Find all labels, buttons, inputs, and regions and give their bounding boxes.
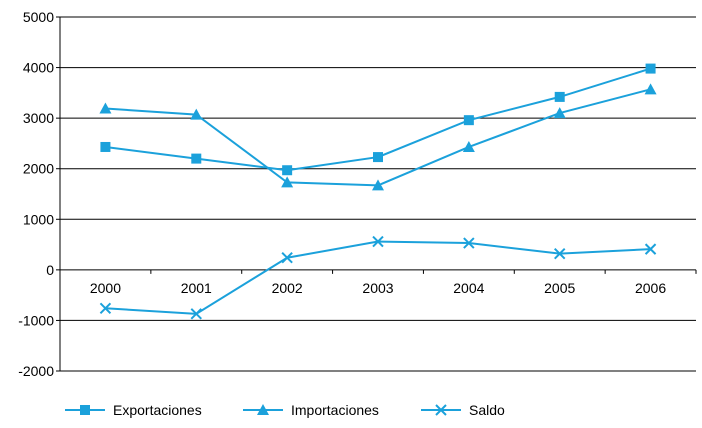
- data-point-importaciones: [462, 140, 475, 152]
- y-tick-label: 4000: [23, 60, 54, 76]
- legend-marker: [257, 404, 269, 415]
- y-tick-label: -1000: [18, 312, 54, 328]
- data-point-saldo: [99, 302, 112, 314]
- y-tick-label: 3000: [23, 110, 54, 126]
- series-exportaciones: [100, 63, 656, 176]
- x-tick-label: 2001: [181, 280, 212, 296]
- x-tick-label: 2006: [635, 280, 666, 296]
- data-point-saldo: [644, 243, 657, 255]
- data-point-importaciones: [644, 83, 657, 95]
- data-point-exportaciones: [282, 165, 293, 176]
- legend-label: Saldo: [469, 402, 505, 418]
- x-tick-labels: 2000 2001 2002 2003 2004 2005 2006: [90, 280, 667, 296]
- data-point-exportaciones: [463, 115, 474, 126]
- y-tick-label: 2000: [23, 161, 54, 177]
- data-point-importaciones: [190, 108, 203, 120]
- legend-item-importaciones: Importaciones: [243, 402, 379, 418]
- legend: Exportaciones Importaciones Saldo: [65, 402, 505, 418]
- y-tick-label: 0: [46, 262, 54, 278]
- y-tick-label: 5000: [23, 9, 54, 25]
- x-tick-label: 2002: [272, 280, 303, 296]
- data-point-exportaciones: [373, 152, 383, 163]
- data-point-importaciones: [553, 107, 566, 119]
- legend-item-saldo: Saldo: [421, 402, 505, 418]
- data-point-importaciones: [281, 176, 294, 188]
- series-lines: [99, 63, 657, 320]
- y-tick-labels: 5000 4000 3000 2000 1000 0 -1000 -2000: [18, 9, 54, 379]
- x-tick-label: 2005: [544, 280, 575, 296]
- data-point-saldo: [190, 308, 202, 320]
- series-line-importaciones: [105, 88, 651, 187]
- series-saldo: [99, 235, 657, 320]
- data-point-saldo: [463, 237, 475, 249]
- legend-label: Importaciones: [291, 402, 379, 418]
- data-point-importaciones: [372, 179, 384, 191]
- legend-label: Exportaciones: [113, 402, 202, 418]
- x-tick-label: 2004: [453, 280, 484, 296]
- legend-marker: [435, 404, 447, 416]
- data-point-importaciones: [99, 102, 112, 114]
- series-line-saldo: [105, 240, 651, 315]
- x-tick-label: 2003: [362, 280, 393, 296]
- data-point-saldo: [554, 247, 566, 260]
- axes: [56, 16, 697, 372]
- series-importaciones: [99, 83, 657, 191]
- data-point-exportaciones: [191, 153, 202, 164]
- grid-lines: [60, 16, 696, 372]
- legend-marker: [80, 405, 90, 415]
- data-point-saldo: [372, 235, 384, 248]
- y-tick-label: -2000: [18, 363, 54, 379]
- y-tick-label: 1000: [23, 211, 54, 227]
- legend-item-exportaciones: Exportaciones: [65, 402, 202, 418]
- data-point-exportaciones: [554, 91, 565, 102]
- x-tick-label: 2000: [90, 280, 121, 296]
- data-point-exportaciones: [100, 141, 111, 152]
- data-point-exportaciones: [645, 63, 656, 74]
- data-point-saldo: [281, 252, 293, 264]
